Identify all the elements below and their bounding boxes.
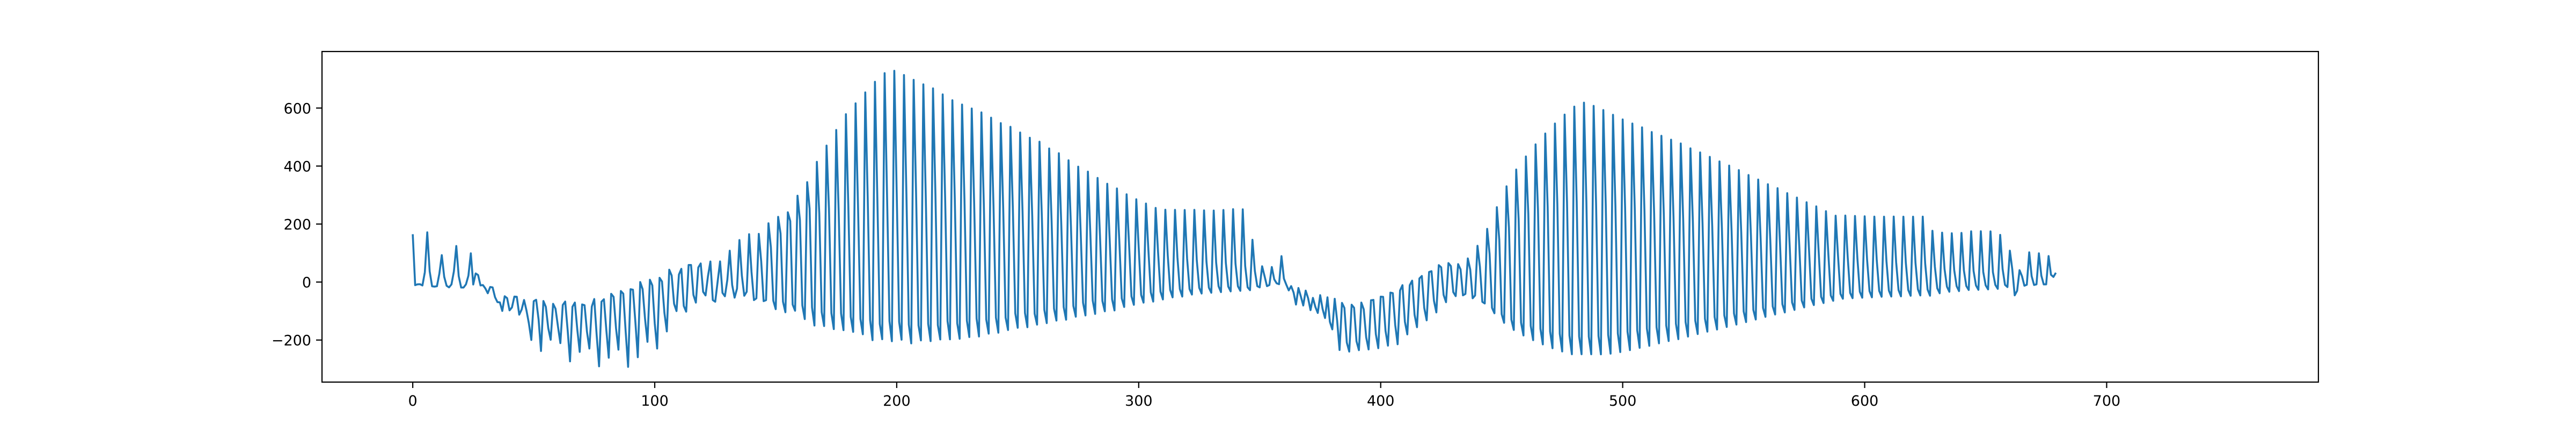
y-tick-label: 0 — [302, 275, 311, 291]
series-line-0 — [412, 70, 2057, 368]
x-tick-label: 400 — [1367, 393, 1395, 409]
y-tick-label: 600 — [283, 100, 311, 117]
plot-layer — [412, 70, 2057, 368]
x-tick-label: 0 — [408, 393, 417, 409]
x-tick-label: 500 — [1609, 393, 1637, 409]
plot-frame — [321, 50, 2319, 383]
axes-layer: 0 100 200 300 400 500 600 700 −200 0 200 400 600 — [272, 50, 2319, 409]
x-tick-label: 700 — [2093, 393, 2121, 409]
x-tick-label: 200 — [883, 393, 911, 409]
y-tick-label: 200 — [283, 217, 311, 233]
y-tick-label: 400 — [283, 158, 311, 175]
x-tick-label: 100 — [641, 393, 669, 409]
y-tick-label: −200 — [272, 333, 311, 349]
x-tick-label: 300 — [1125, 393, 1153, 409]
x-tick-label: 600 — [1851, 393, 1879, 409]
